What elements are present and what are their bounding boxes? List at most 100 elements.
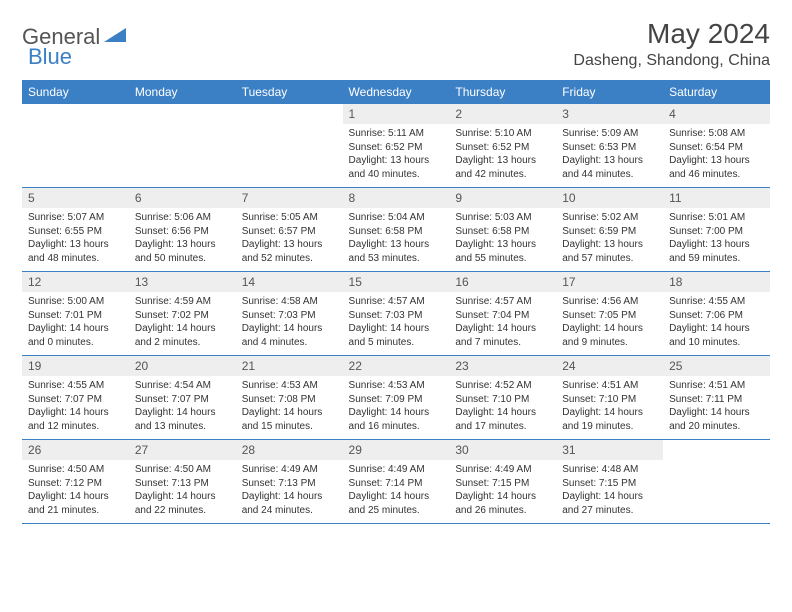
- location-subtitle: Dasheng, Shandong, China: [573, 52, 770, 70]
- day-data: Sunrise: 5:10 AMSunset: 6:52 PMDaylight:…: [449, 124, 556, 187]
- calendar-day-cell: 12Sunrise: 5:00 AMSunset: 7:01 PMDayligh…: [22, 272, 129, 356]
- calendar-day-cell: 8Sunrise: 5:04 AMSunset: 6:58 PMDaylight…: [343, 188, 450, 272]
- day-number: 30: [449, 440, 556, 460]
- calendar-day-cell: 23Sunrise: 4:52 AMSunset: 7:10 PMDayligh…: [449, 356, 556, 440]
- weekday-header: Thursday: [449, 80, 556, 104]
- day-data: Sunrise: 5:09 AMSunset: 6:53 PMDaylight:…: [556, 124, 663, 187]
- day-data: Sunrise: 4:51 AMSunset: 7:11 PMDaylight:…: [663, 376, 770, 439]
- calendar-day-cell: 17Sunrise: 4:56 AMSunset: 7:05 PMDayligh…: [556, 272, 663, 356]
- day-data: Sunrise: 5:05 AMSunset: 6:57 PMDaylight:…: [236, 208, 343, 271]
- calendar-day-cell: 29Sunrise: 4:49 AMSunset: 7:14 PMDayligh…: [343, 440, 450, 524]
- month-title: May 2024: [573, 18, 770, 50]
- title-block: May 2024 Dasheng, Shandong, China: [573, 18, 770, 70]
- calendar-day-cell: 10Sunrise: 5:02 AMSunset: 6:59 PMDayligh…: [556, 188, 663, 272]
- day-number: 25: [663, 356, 770, 376]
- day-number: 15: [343, 272, 450, 292]
- calendar-day-cell: 31Sunrise: 4:48 AMSunset: 7:15 PMDayligh…: [556, 440, 663, 524]
- day-number: 21: [236, 356, 343, 376]
- day-data: Sunrise: 4:55 AMSunset: 7:06 PMDaylight:…: [663, 292, 770, 355]
- calendar-day-cell: 15Sunrise: 4:57 AMSunset: 7:03 PMDayligh…: [343, 272, 450, 356]
- calendar-day-cell: 14Sunrise: 4:58 AMSunset: 7:03 PMDayligh…: [236, 272, 343, 356]
- calendar-day-cell: 26Sunrise: 4:50 AMSunset: 7:12 PMDayligh…: [22, 440, 129, 524]
- day-data: Sunrise: 5:08 AMSunset: 6:54 PMDaylight:…: [663, 124, 770, 187]
- calendar-week-row: 12Sunrise: 5:00 AMSunset: 7:01 PMDayligh…: [22, 272, 770, 356]
- calendar-day-cell: [663, 440, 770, 524]
- day-number: 24: [556, 356, 663, 376]
- calendar-day-cell: 7Sunrise: 5:05 AMSunset: 6:57 PMDaylight…: [236, 188, 343, 272]
- calendar-day-cell: 20Sunrise: 4:54 AMSunset: 7:07 PMDayligh…: [129, 356, 236, 440]
- day-number: 9: [449, 188, 556, 208]
- day-data: Sunrise: 4:50 AMSunset: 7:12 PMDaylight:…: [22, 460, 129, 523]
- day-number: 31: [556, 440, 663, 460]
- calendar-day-cell: [22, 104, 129, 188]
- day-data: Sunrise: 4:53 AMSunset: 7:08 PMDaylight:…: [236, 376, 343, 439]
- day-number: 26: [22, 440, 129, 460]
- calendar-day-cell: 28Sunrise: 4:49 AMSunset: 7:13 PMDayligh…: [236, 440, 343, 524]
- calendar-day-cell: 30Sunrise: 4:49 AMSunset: 7:15 PMDayligh…: [449, 440, 556, 524]
- day-data: Sunrise: 5:01 AMSunset: 7:00 PMDaylight:…: [663, 208, 770, 271]
- calendar-day-cell: 9Sunrise: 5:03 AMSunset: 6:58 PMDaylight…: [449, 188, 556, 272]
- day-number: 3: [556, 104, 663, 124]
- day-data: Sunrise: 4:54 AMSunset: 7:07 PMDaylight:…: [129, 376, 236, 439]
- day-number: 17: [556, 272, 663, 292]
- calendar-day-cell: 2Sunrise: 5:10 AMSunset: 6:52 PMDaylight…: [449, 104, 556, 188]
- day-number: 29: [343, 440, 450, 460]
- day-number: 13: [129, 272, 236, 292]
- day-number: 23: [449, 356, 556, 376]
- day-number: 28: [236, 440, 343, 460]
- day-number: 10: [556, 188, 663, 208]
- day-data: Sunrise: 5:04 AMSunset: 6:58 PMDaylight:…: [343, 208, 450, 271]
- day-data: Sunrise: 4:48 AMSunset: 7:15 PMDaylight:…: [556, 460, 663, 523]
- day-number: 16: [449, 272, 556, 292]
- day-data: Sunrise: 5:06 AMSunset: 6:56 PMDaylight:…: [129, 208, 236, 271]
- day-data: Sunrise: 4:52 AMSunset: 7:10 PMDaylight:…: [449, 376, 556, 439]
- calendar-week-row: 19Sunrise: 4:55 AMSunset: 7:07 PMDayligh…: [22, 356, 770, 440]
- day-number: 12: [22, 272, 129, 292]
- day-data: Sunrise: 4:57 AMSunset: 7:03 PMDaylight:…: [343, 292, 450, 355]
- calendar-table: SundayMondayTuesdayWednesdayThursdayFrid…: [22, 80, 770, 524]
- calendar-day-cell: 1Sunrise: 5:11 AMSunset: 6:52 PMDaylight…: [343, 104, 450, 188]
- calendar-day-cell: 6Sunrise: 5:06 AMSunset: 6:56 PMDaylight…: [129, 188, 236, 272]
- calendar-day-cell: 16Sunrise: 4:57 AMSunset: 7:04 PMDayligh…: [449, 272, 556, 356]
- weekday-header: Saturday: [663, 80, 770, 104]
- day-data: Sunrise: 4:50 AMSunset: 7:13 PMDaylight:…: [129, 460, 236, 523]
- day-data: Sunrise: 5:03 AMSunset: 6:58 PMDaylight:…: [449, 208, 556, 271]
- calendar-day-cell: [236, 104, 343, 188]
- day-number: 18: [663, 272, 770, 292]
- weekday-header: Wednesday: [343, 80, 450, 104]
- calendar-week-row: 5Sunrise: 5:07 AMSunset: 6:55 PMDaylight…: [22, 188, 770, 272]
- day-number: 7: [236, 188, 343, 208]
- calendar-day-cell: 4Sunrise: 5:08 AMSunset: 6:54 PMDaylight…: [663, 104, 770, 188]
- calendar-day-cell: 22Sunrise: 4:53 AMSunset: 7:09 PMDayligh…: [343, 356, 450, 440]
- calendar-day-cell: 27Sunrise: 4:50 AMSunset: 7:13 PMDayligh…: [129, 440, 236, 524]
- day-data: Sunrise: 5:07 AMSunset: 6:55 PMDaylight:…: [22, 208, 129, 271]
- calendar-week-row: 26Sunrise: 4:50 AMSunset: 7:12 PMDayligh…: [22, 440, 770, 524]
- day-data: Sunrise: 4:49 AMSunset: 7:14 PMDaylight:…: [343, 460, 450, 523]
- day-number: 2: [449, 104, 556, 124]
- day-data: Sunrise: 5:11 AMSunset: 6:52 PMDaylight:…: [343, 124, 450, 187]
- calendar-day-cell: [129, 104, 236, 188]
- day-data: Sunrise: 4:58 AMSunset: 7:03 PMDaylight:…: [236, 292, 343, 355]
- logo-triangle-icon: [104, 26, 128, 49]
- day-data: Sunrise: 4:57 AMSunset: 7:04 PMDaylight:…: [449, 292, 556, 355]
- calendar-day-cell: 5Sunrise: 5:07 AMSunset: 6:55 PMDaylight…: [22, 188, 129, 272]
- day-number: 14: [236, 272, 343, 292]
- day-data: Sunrise: 4:51 AMSunset: 7:10 PMDaylight:…: [556, 376, 663, 439]
- weekday-header-row: SundayMondayTuesdayWednesdayThursdayFrid…: [22, 80, 770, 104]
- weekday-header: Monday: [129, 80, 236, 104]
- day-number: 8: [343, 188, 450, 208]
- day-number: 6: [129, 188, 236, 208]
- calendar-week-row: 1Sunrise: 5:11 AMSunset: 6:52 PMDaylight…: [22, 104, 770, 188]
- day-data: Sunrise: 4:56 AMSunset: 7:05 PMDaylight:…: [556, 292, 663, 355]
- day-data: Sunrise: 4:53 AMSunset: 7:09 PMDaylight:…: [343, 376, 450, 439]
- calendar-day-cell: 24Sunrise: 4:51 AMSunset: 7:10 PMDayligh…: [556, 356, 663, 440]
- day-data: Sunrise: 5:02 AMSunset: 6:59 PMDaylight:…: [556, 208, 663, 271]
- day-data: Sunrise: 5:00 AMSunset: 7:01 PMDaylight:…: [22, 292, 129, 355]
- weekday-header: Tuesday: [236, 80, 343, 104]
- calendar-day-cell: 13Sunrise: 4:59 AMSunset: 7:02 PMDayligh…: [129, 272, 236, 356]
- day-number: 22: [343, 356, 450, 376]
- logo-text-blue: Blue: [28, 44, 72, 70]
- header: General May 2024 Dasheng, Shandong, Chin…: [22, 18, 770, 70]
- day-number: 19: [22, 356, 129, 376]
- calendar-day-cell: 3Sunrise: 5:09 AMSunset: 6:53 PMDaylight…: [556, 104, 663, 188]
